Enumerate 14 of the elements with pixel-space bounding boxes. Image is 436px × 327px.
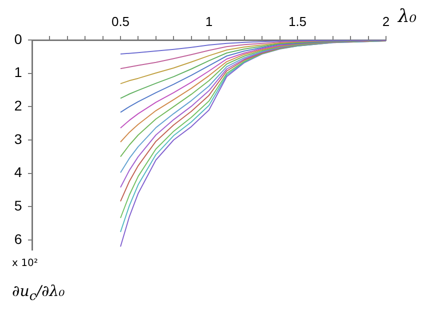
x-axis-title: λ₀ (398, 6, 417, 27)
y-tick-label: 6 (14, 230, 22, 247)
y-tick-label: 1 (14, 64, 22, 80)
y-axis-title: ∂u$_{c}$/∂λ₀ (12, 282, 65, 303)
x-tick-label: 1.5 (288, 14, 307, 29)
y-tick-label: 5 (14, 198, 22, 214)
text: x 10² (12, 258, 38, 269)
y-tick-label: 3 (14, 130, 22, 147)
y-tick-label: 4 (14, 164, 22, 180)
y-tick-label: 0 (14, 30, 22, 47)
x-tick-label: 2 (382, 14, 390, 29)
x-tick-label: 0.5 (111, 14, 130, 29)
y-tick-label: 2 (14, 98, 22, 114)
x-tick-label: 1 (205, 14, 213, 29)
